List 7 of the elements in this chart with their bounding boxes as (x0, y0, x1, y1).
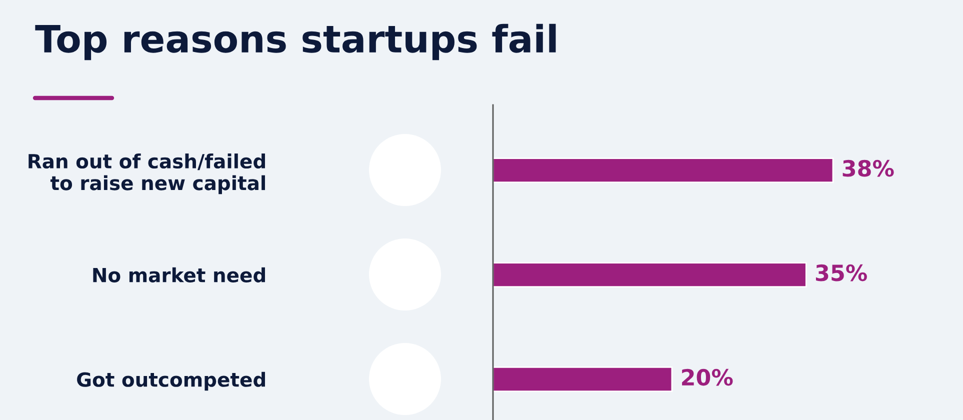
y-tick-label: Got outcompeted (77, 372, 265, 391)
data-label: 35% (816, 264, 867, 282)
chart-title: Top reasons startups fail (35, 24, 556, 60)
y-tick-label: No market need (93, 267, 265, 282)
data-label: 20% (682, 368, 733, 386)
data-label: 38% (842, 160, 894, 177)
y-tick-label: Ran out of cash/failed to raise new capital (28, 154, 265, 194)
